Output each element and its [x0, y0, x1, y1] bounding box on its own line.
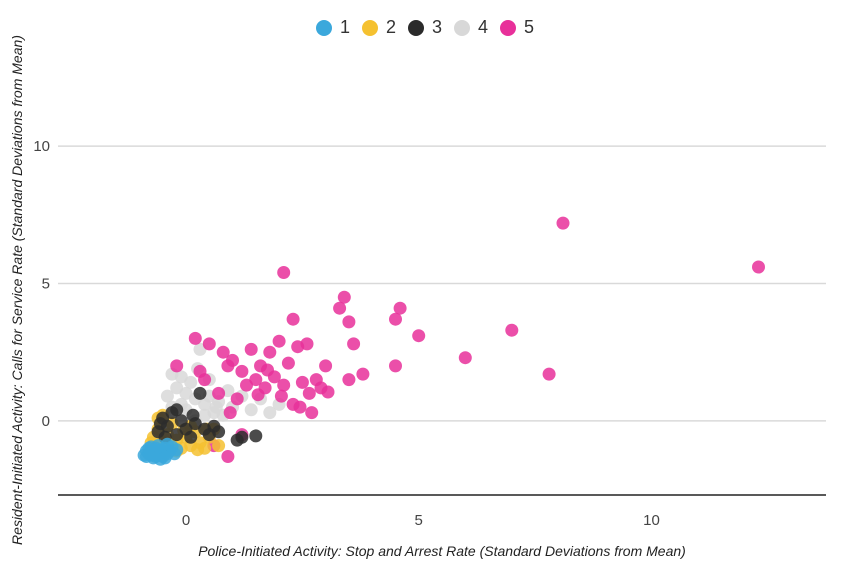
x-tick-label: 0	[182, 512, 190, 529]
data-point-series-5	[321, 385, 335, 399]
legend-item-3: 3	[407, 17, 442, 38]
data-point-series-4	[263, 406, 277, 420]
chart-legend: 1 2 3 4 5	[0, 17, 850, 41]
data-point-series-5	[286, 312, 300, 326]
data-point-series-5	[281, 356, 295, 370]
data-point-series-5	[251, 388, 265, 402]
data-point-series-5	[393, 301, 407, 315]
data-point-series-5	[277, 266, 291, 279]
data-point-series-5	[319, 359, 333, 373]
data-point-series-5	[244, 342, 258, 356]
y-tick-label: 5	[42, 275, 50, 292]
data-point-series-5	[221, 450, 235, 463]
data-point-series-4	[160, 389, 174, 403]
legend-item-4: 4	[454, 17, 488, 38]
data-point-series-5	[347, 337, 361, 351]
data-point-series-3	[230, 433, 244, 447]
legend-item-5: 5	[500, 17, 534, 38]
legend-label: 4	[478, 17, 489, 37]
data-point-series-5	[170, 359, 184, 373]
data-point-series-5	[389, 359, 402, 373]
data-point-series-3	[249, 429, 263, 443]
data-points	[137, 216, 765, 466]
y-tick-label: 0	[42, 413, 50, 430]
data-point-series-2	[191, 443, 205, 457]
data-point-series-5	[412, 329, 426, 343]
legend-item-2: 2	[361, 17, 396, 38]
x-tick-label: 5	[415, 512, 423, 529]
data-point-series-5	[505, 323, 519, 337]
data-point-series-5	[272, 334, 286, 348]
tick-labels: 0 5 10 0 5 10	[33, 138, 659, 529]
legend-swatch	[407, 19, 424, 36]
legend-label: 1	[339, 17, 350, 37]
legend-swatch	[454, 19, 470, 36]
data-point-series-5	[293, 400, 307, 414]
data-point-series-5	[295, 375, 309, 389]
legend-swatch	[361, 19, 378, 36]
legend-swatch	[500, 19, 517, 36]
legend-label: 3	[431, 17, 442, 37]
data-point-series-5	[216, 345, 230, 359]
data-point-series-4	[209, 400, 223, 414]
data-point-series-5	[333, 301, 347, 315]
data-point-series-5	[277, 378, 291, 392]
data-point-series-3	[212, 425, 226, 439]
data-point-series-5	[240, 378, 253, 392]
data-point-series-2	[212, 439, 226, 453]
data-point-series-5	[230, 392, 244, 406]
y-axis-title: Resident-Initiated Activity: Calls for S…	[9, 35, 25, 545]
data-point-series-5	[556, 216, 570, 230]
data-point-series-5	[261, 363, 274, 377]
data-point-series-3	[170, 403, 184, 417]
data-point-series-4	[198, 408, 212, 422]
data-point-series-1	[160, 437, 174, 451]
data-point-series-5	[305, 406, 319, 420]
data-point-series-3	[186, 408, 200, 422]
data-point-series-5	[188, 331, 202, 345]
data-point-series-5	[223, 406, 237, 420]
data-point-series-5	[221, 359, 235, 373]
legend-swatch	[315, 19, 332, 36]
data-point-series-5	[202, 337, 216, 351]
data-point-series-5	[235, 364, 249, 378]
data-point-series-3	[153, 417, 167, 431]
data-point-series-5	[300, 337, 314, 351]
data-point-series-5	[458, 351, 472, 365]
data-point-series-5	[337, 290, 351, 304]
data-point-series-5	[212, 386, 226, 400]
data-point-series-4	[244, 403, 258, 417]
x-tick-label: 10	[643, 512, 660, 529]
data-point-series-4	[174, 370, 188, 384]
data-point-series-1	[142, 441, 156, 455]
data-point-series-5	[752, 260, 765, 274]
legend-label: 2	[385, 17, 396, 37]
data-point-series-5	[193, 364, 207, 378]
legend-label: 5	[524, 17, 535, 37]
data-point-series-5	[274, 389, 288, 403]
data-point-series-5	[302, 386, 316, 400]
data-point-series-5	[356, 367, 370, 381]
data-point-series-1	[167, 447, 181, 461]
x-axis-title: Police-Initiated Activity: Stop and Arre…	[198, 543, 686, 559]
legend-item-1: 1	[315, 17, 350, 38]
data-point-series-3	[184, 430, 198, 444]
y-tick-label: 10	[33, 138, 50, 155]
data-point-series-5	[542, 367, 556, 381]
data-point-series-3	[193, 386, 207, 400]
data-point-series-5	[342, 315, 356, 329]
data-point-series-5	[389, 312, 402, 326]
data-point-series-5	[342, 373, 356, 387]
data-point-series-5	[263, 345, 277, 359]
data-point-series-4	[184, 375, 198, 389]
